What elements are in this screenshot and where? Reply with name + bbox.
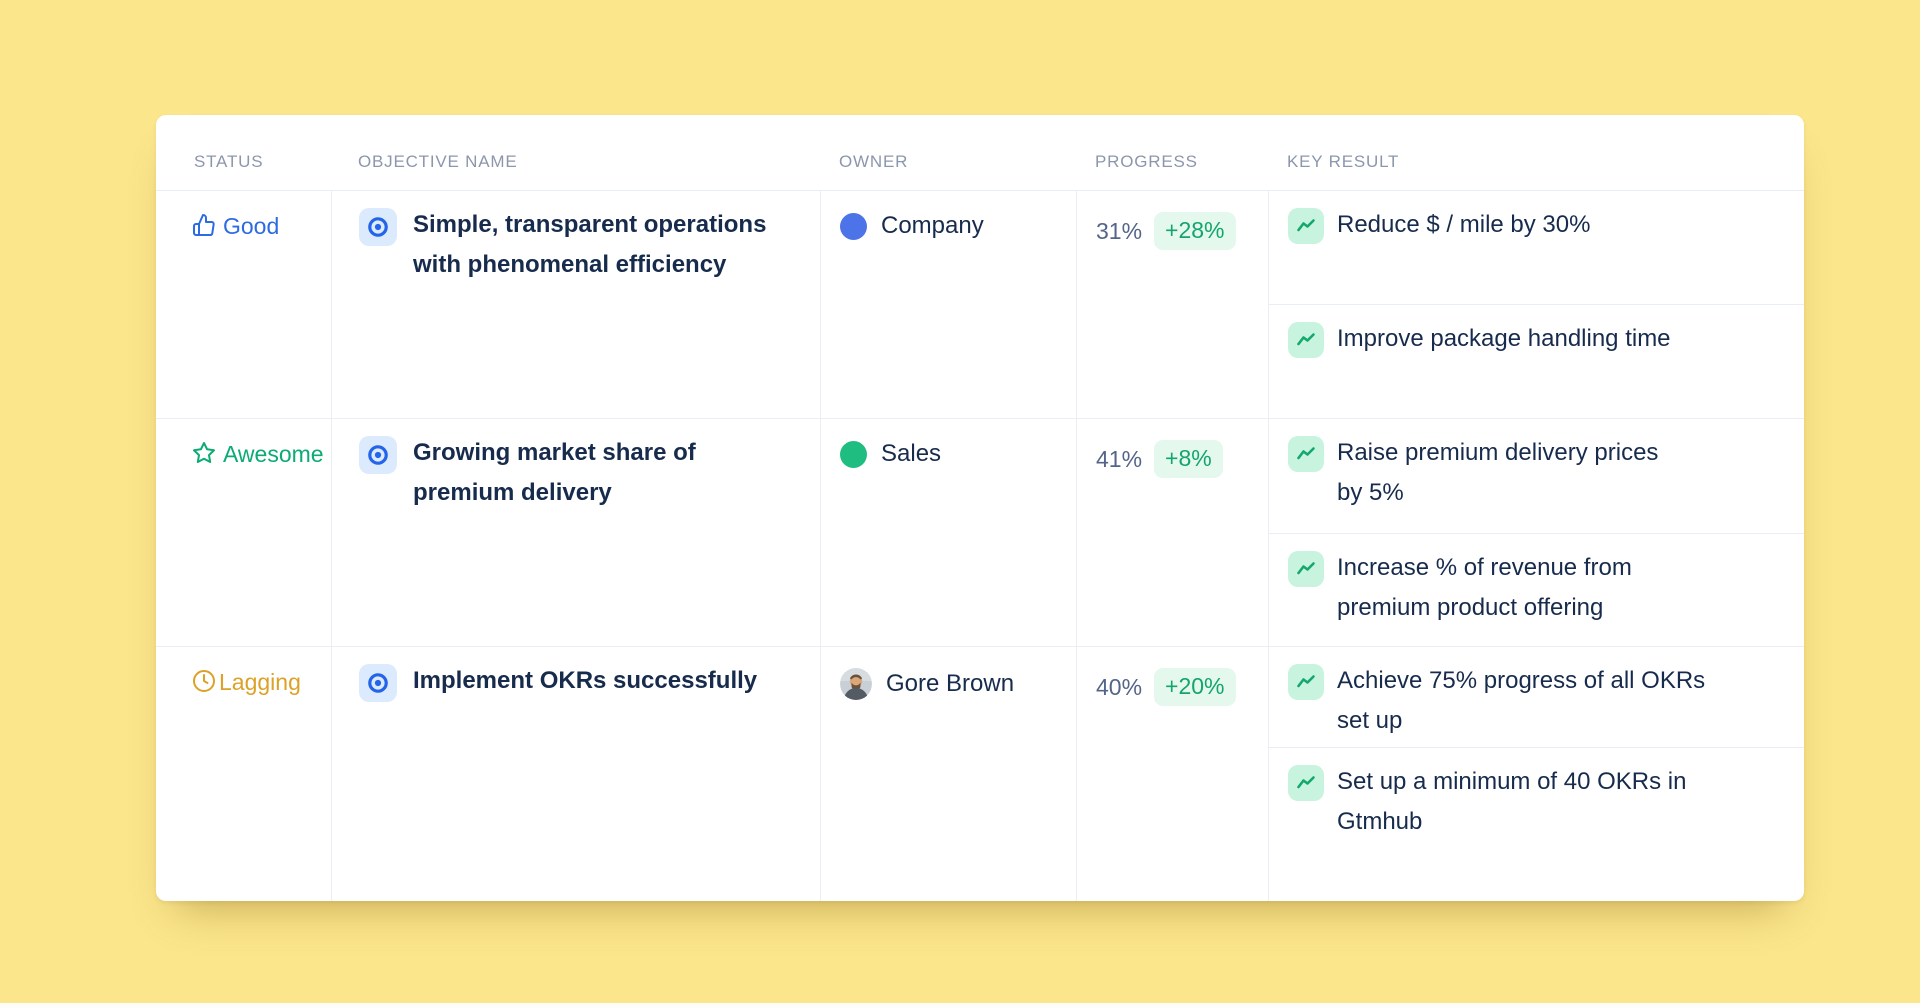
target-icon (359, 436, 397, 474)
table-header: STATUS OBJECTIVE NAME OWNER PROGRESS KEY… (156, 115, 1804, 190)
key-result-text: Raise premium delivery prices by 5% (1337, 439, 1659, 506)
progress-delta-badge: +28% (1154, 212, 1236, 250)
trend-up-icon (1288, 664, 1324, 700)
column-header-status: STATUS (194, 152, 264, 171)
target-icon (359, 208, 397, 246)
target-icon (359, 664, 397, 702)
status-label: Lagging (219, 669, 301, 695)
status-badge[interactable]: Lagging (192, 668, 323, 696)
owner-name: Company (881, 212, 984, 239)
objective-title[interactable]: Implement OKRs successfully (413, 667, 758, 694)
key-result-text: Increase % of revenue from premium produ… (1337, 554, 1632, 621)
status-badge[interactable]: Good (192, 212, 323, 240)
key-result-text: Reduce $ / mile by 30% (1337, 211, 1591, 238)
status-label: Good (223, 213, 280, 239)
progress-cell: 41% +8% (1076, 419, 1268, 646)
progress-delta-badge: +20% (1154, 668, 1236, 706)
status-label: Awesome (223, 441, 324, 467)
owner-cell: Sales (820, 419, 1076, 646)
objective-title[interactable]: Simple, transparent operations with phen… (413, 211, 767, 278)
objective-title[interactable]: Growing market share of premium delivery (413, 439, 696, 506)
progress-value: 41% (1096, 445, 1143, 472)
progress-value: 40% (1096, 673, 1143, 700)
trend-up-icon (1288, 765, 1324, 801)
column-header-objective-name: OBJECTIVE NAME (358, 152, 518, 171)
column-header-key-result: KEY RESULT (1287, 152, 1400, 171)
key-result-item[interactable]: Increase % of revenue from premium produ… (1269, 533, 1804, 628)
key-result-item[interactable]: Raise premium delivery prices by 5% (1269, 419, 1804, 533)
objective-cell: Growing market share of premium delivery (331, 419, 820, 646)
owner-name: Gore Brown (886, 670, 1015, 697)
trend-up-icon (1288, 322, 1324, 358)
key-result-item[interactable]: Reduce $ / mile by 30% (1269, 191, 1804, 304)
key-result-text: Improve package handling time (1337, 325, 1671, 352)
star-icon (193, 442, 215, 464)
status-badge[interactable]: Awesome (192, 440, 324, 468)
table-row[interactable]: Lagging Implement OKRs successfully (156, 646, 1804, 901)
owner-cell: Gore Brown (820, 647, 1076, 901)
status-cell: Awesome (156, 419, 331, 646)
key-result-item[interactable]: Set up a minimum of 40 OKRs in Gtmhub (1269, 747, 1804, 842)
column-header-owner: OWNER (839, 152, 909, 171)
key-result-cell: Reduce $ / mile by 30% Improve package h… (1268, 191, 1804, 418)
key-result-cell: Achieve 75% progress of all OKRs set up … (1268, 647, 1804, 901)
thumbs-up-icon (193, 214, 215, 236)
progress-cell: 31% +28% (1076, 191, 1268, 418)
owner-avatar-dot (840, 440, 867, 468)
table-row[interactable]: Awesome Growing market share of premium … (156, 418, 1804, 646)
owner-avatar-photo (840, 668, 872, 700)
column-header-progress: PROGRESS (1095, 152, 1198, 171)
owner-avatar-dot (840, 212, 867, 240)
bottom-edge-strip (0, 1003, 1920, 1008)
key-result-item[interactable]: Improve package handling time (1269, 304, 1804, 359)
progress-cell: 40% +20% (1076, 647, 1268, 901)
okr-table-card: STATUS OBJECTIVE NAME OWNER PROGRESS KEY… (156, 115, 1804, 901)
status-cell: Good (156, 191, 331, 418)
progress-delta-badge: +8% (1154, 440, 1223, 478)
progress-value: 31% (1096, 217, 1143, 244)
status-cell: Lagging (156, 647, 331, 901)
key-result-text: Achieve 75% progress of all OKRs set up (1337, 667, 1706, 734)
key-result-text: Set up a minimum of 40 OKRs in Gtmhub (1337, 768, 1687, 835)
trend-up-icon (1288, 208, 1324, 244)
owner-cell: Company (820, 191, 1076, 418)
key-result-cell: Raise premium delivery prices by 5% Incr… (1268, 419, 1804, 646)
key-result-item[interactable]: Achieve 75% progress of all OKRs set up (1269, 647, 1804, 747)
trend-up-icon (1288, 551, 1324, 587)
owner-name: Sales (881, 440, 942, 467)
table-row[interactable]: Good Simple, transparent operations with… (156, 190, 1804, 418)
clock-icon (193, 670, 215, 692)
trend-up-icon (1288, 436, 1324, 472)
objective-cell: Implement OKRs successfully (331, 647, 820, 901)
objective-cell: Simple, transparent operations with phen… (331, 191, 820, 418)
